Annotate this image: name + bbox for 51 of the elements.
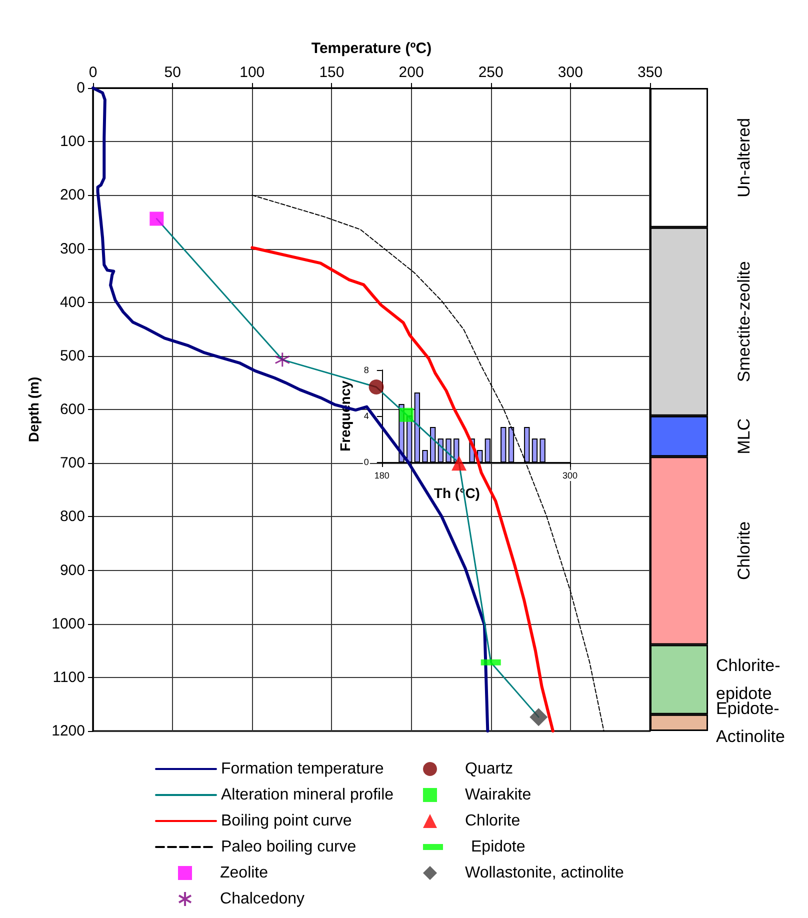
text: Chlorite [734, 521, 754, 580]
legend-label: Chlorite [465, 812, 520, 830]
text: Smectite-zeolite [734, 261, 754, 382]
point [368, 380, 384, 394]
y-tick-label: 1200 [52, 722, 85, 740]
text: Un-altered [734, 118, 754, 198]
x-axis-title: Temperature (ºC) [311, 40, 432, 57]
y-tick-label: 1000 [52, 615, 85, 632]
y-tick-label: 0 [76, 80, 85, 96]
text: MLC [734, 418, 754, 454]
y-tick-label: 1100 [52, 668, 85, 686]
point [452, 456, 467, 471]
series-label: Chlorite-epidote [716, 656, 780, 704]
y-tick-label: 900 [60, 562, 85, 579]
y-tick-label: 400 [60, 294, 85, 311]
x-tick-label: 150 [319, 64, 344, 81]
y-tick-label: 200 [60, 186, 85, 204]
line-series [250, 246, 554, 732]
y-tick-label: 300 [60, 240, 85, 258]
x-tick-label: 300 [558, 64, 583, 81]
legend-label: Boiling point curve [221, 812, 352, 830]
y-tick-label: 100 [60, 133, 85, 150]
legend-label: Wairakite [465, 786, 532, 804]
y-tick-label: 600 [60, 401, 85, 418]
x-tick-label: 250 [478, 64, 504, 81]
legend-label: Chalcedony [220, 890, 305, 908]
y-tick-label: 8 [364, 365, 369, 375]
x-tick-label: 50 [164, 64, 181, 81]
x-tick-label: 0 [88, 64, 98, 81]
y-tick-label: 4 [364, 411, 369, 421]
x-tick-label: 200 [398, 64, 424, 81]
point [400, 408, 414, 422]
x-tick-label: 100 [240, 64, 265, 81]
point [150, 212, 164, 226]
y-tick-label: 0 [364, 457, 369, 467]
y-axis-title: Frequency [337, 380, 353, 452]
legend-label: Wollastonite, actinolite [465, 864, 624, 882]
y-tick-label: 800 [60, 508, 85, 526]
legend-label: Paleo boiling curve [221, 838, 356, 856]
y-tick-label: 500 [60, 347, 85, 364]
point [274, 352, 290, 368]
y-tick-label: 700 [60, 454, 85, 472]
legend-label: Alteration mineral profile [221, 786, 394, 804]
legend-label: Zeolite [220, 864, 268, 882]
point [530, 708, 548, 726]
y-axis-title: Depth (m) [26, 376, 42, 442]
x-tick-label: 180 [374, 470, 390, 480]
legend-label: Epidote [471, 838, 526, 856]
x-tick-label: 350 [637, 64, 663, 81]
legend-label: Quartz [465, 760, 514, 778]
legend-label: Formation temperature [221, 760, 384, 778]
